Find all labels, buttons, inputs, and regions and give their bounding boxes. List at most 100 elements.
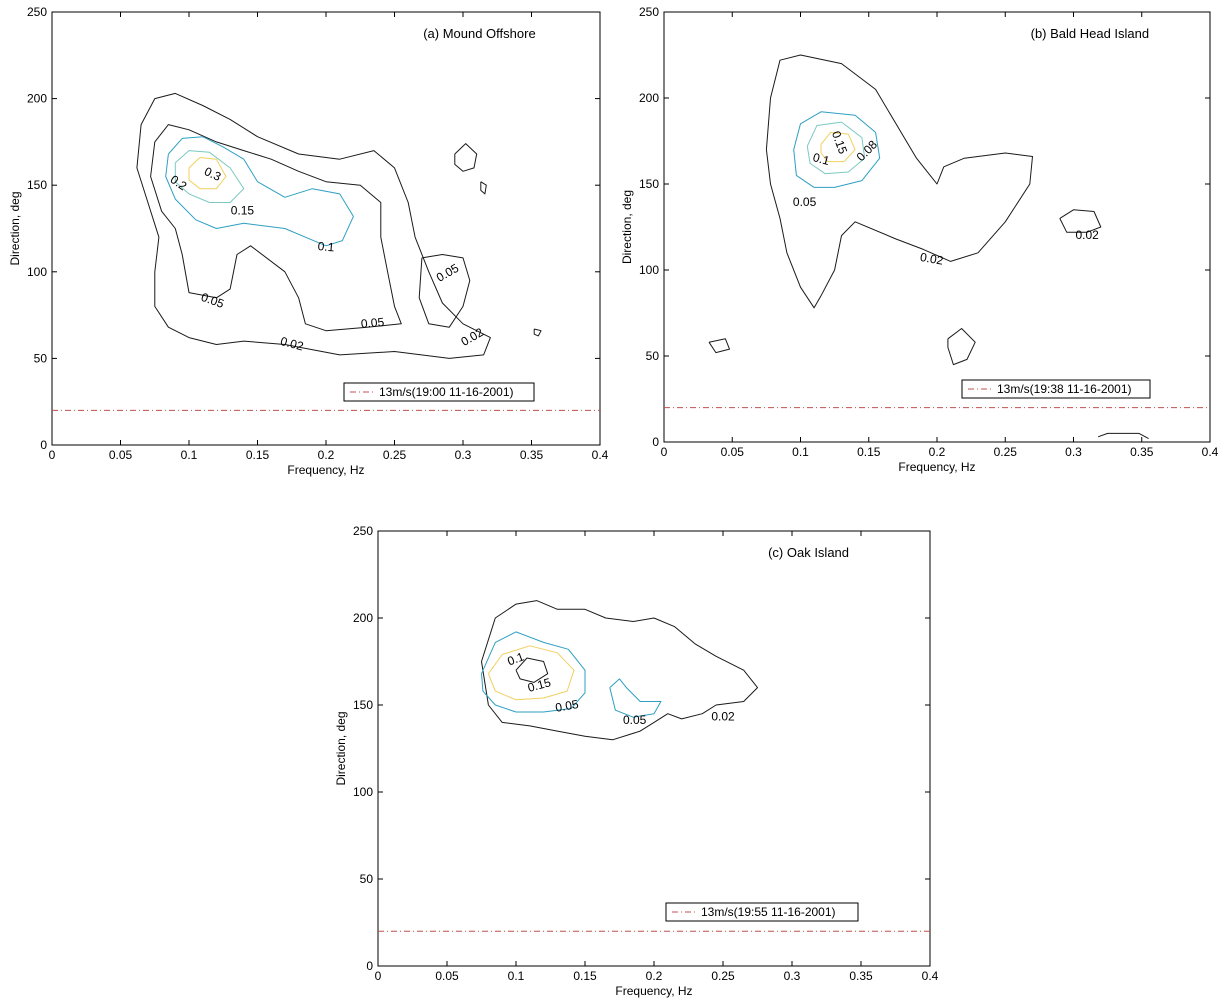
contour-line-0-05 <box>481 631 586 713</box>
y-tick-label: 100 <box>353 785 373 799</box>
contour-label: 0.02 <box>279 334 305 354</box>
contour-line-0-3 <box>188 157 227 190</box>
x-tick-label: 0.25 <box>383 448 407 462</box>
contour-line-0-02 <box>947 328 976 366</box>
contour-line-0-05 <box>418 254 471 328</box>
contour-label: 0.05 <box>623 713 647 727</box>
y-tick-label: 200 <box>353 611 373 625</box>
contour-line-0-15 <box>174 150 245 203</box>
y-tick-label: 100 <box>639 263 659 277</box>
x-tick-label: 0.2 <box>318 448 335 462</box>
y-tick-label: 250 <box>639 5 659 19</box>
x-tick-label: 0.3 <box>784 969 801 983</box>
contour-label: 0.15 <box>526 675 552 695</box>
x-tick-label: 0.1 <box>792 445 809 459</box>
legend: 13m/s(19:38 11-16-2001) <box>961 379 1151 399</box>
contour-line-0-05 <box>793 111 881 188</box>
contour-label: 0.05 <box>793 195 817 209</box>
contour-label: 0.1 <box>317 239 335 254</box>
contour-line-0-08 <box>806 121 866 175</box>
x-tick-label: 0.35 <box>520 448 544 462</box>
contour-label: 0.15 <box>231 203 255 217</box>
x-tick-label: 0.2 <box>646 969 663 983</box>
legend: 13m/s(19:55 11-16-2001) <box>665 902 859 922</box>
x-tick-label: 0.1 <box>181 448 198 462</box>
contour-line-0-02 <box>480 181 487 195</box>
x-tick-label: 0.15 <box>857 445 881 459</box>
y-tick-label: 50 <box>646 349 660 363</box>
contour-line-0-02 <box>136 92 491 359</box>
contour-line-0-15 <box>515 657 549 683</box>
x-tick-label: 0 <box>49 448 56 462</box>
contour-line-0-05 <box>609 678 662 718</box>
y-tick-label: 250 <box>27 5 47 19</box>
x-tick-label: 0.4 <box>922 969 939 983</box>
contour-line-0-1 <box>165 136 354 247</box>
contour-line-0-05 <box>150 124 402 332</box>
legend-label: 13m/s(19:38 11-16-2001) <box>997 382 1132 396</box>
y-tick-label: 150 <box>27 178 47 192</box>
contour-line-0-02 <box>1059 209 1102 233</box>
x-tick-label: 0.3 <box>455 448 472 462</box>
x-axis-label: Frequency, Hz <box>615 984 692 998</box>
panel-label: (b) Bald Head Island <box>1031 26 1150 41</box>
x-tick-label: 0.25 <box>994 445 1018 459</box>
x-tick-label: 0.4 <box>592 448 609 462</box>
contour-line-0-02 <box>481 600 758 741</box>
panel-bald-head-island: 0 0.05 0.1 0.15 0.2 0.25 0.3 0.35 0.4 0 50 100 150 20… <box>620 5 1219 474</box>
x-tick-label: 0.35 <box>849 969 873 983</box>
y-axis-label: Direction, deg <box>334 711 348 785</box>
contour-label: 0.02 <box>1075 228 1099 242</box>
y-tick-label: 0 <box>40 438 47 452</box>
x-tick-label: 0.05 <box>435 969 459 983</box>
panel-label: (a) Mound Offshore <box>423 26 535 41</box>
x-tick-label: 0.3 <box>1065 445 1082 459</box>
legend-label: 13m/s(19:55 11-16-2001) <box>701 905 836 919</box>
x-axis-label: Frequency, Hz <box>287 463 364 477</box>
x-axis-label: Frequency, Hz <box>898 460 975 474</box>
plot-area <box>377 530 931 967</box>
legend-box <box>961 379 1151 399</box>
contour-label: 0.1 <box>505 649 526 668</box>
y-tick-label: 50 <box>360 872 374 886</box>
contour-line-0-02 <box>708 338 730 354</box>
panel-oak-island: 0 0.05 0.1 0.15 0.2 0.25 0.3 0.35 0.405010015020… <box>334 524 939 998</box>
legend-box <box>665 902 859 922</box>
contour-line-0-15 <box>820 131 856 163</box>
y-tick-label: 50 <box>34 351 48 365</box>
legend-box <box>343 382 535 402</box>
y-axis-label: Direction, deg <box>620 190 634 264</box>
x-tick-label: 0.4 <box>1202 445 1219 459</box>
contour-line-0-02 <box>454 143 478 172</box>
contour-label: 0.02 <box>919 250 945 268</box>
y-tick-label: 150 <box>353 698 373 712</box>
legend-label: 13m/s(19:00 11-16-2001) <box>379 385 514 399</box>
x-tick-label: 0.25 <box>711 969 735 983</box>
contour-line-0-1 <box>487 645 575 701</box>
panel-label: (c) Oak Island <box>768 545 849 560</box>
y-tick-label: 0 <box>652 435 659 449</box>
plot-area <box>51 11 601 446</box>
panel-mound-offshore: 0 0.05 0.1 0.15 0.2 0.25 0.3 0.35 0.4 0 50 100 150 20… <box>8 5 609 477</box>
x-tick-label: 0.35 <box>1130 445 1154 459</box>
contour-line-0-02 <box>533 328 542 337</box>
x-tick-label: 0.15 <box>246 448 270 462</box>
x-tick-label: 0.05 <box>721 445 745 459</box>
contour-label: 0.05 <box>554 697 580 715</box>
contour-line-0-02 <box>765 54 1033 309</box>
contour-label: 0.3 <box>202 164 223 184</box>
contour-label: 0.02 <box>711 709 735 723</box>
plot-area <box>663 11 1211 443</box>
y-tick-label: 200 <box>639 91 659 105</box>
x-tick-label: 0.2 <box>929 445 946 459</box>
y-axis-label: Direction, deg <box>8 191 22 265</box>
y-tick-label: 250 <box>353 524 373 538</box>
x-tick-label: 0 <box>661 445 668 459</box>
contour-line-0-02 <box>1097 432 1149 440</box>
contour-label: 0.05 <box>360 315 385 331</box>
legend: 13m/s(19:00 11-16-2001) <box>343 382 535 402</box>
contour-label: 0.1 <box>811 150 831 168</box>
x-tick-label: 0.15 <box>573 969 597 983</box>
x-tick-label: 0.05 <box>109 448 133 462</box>
